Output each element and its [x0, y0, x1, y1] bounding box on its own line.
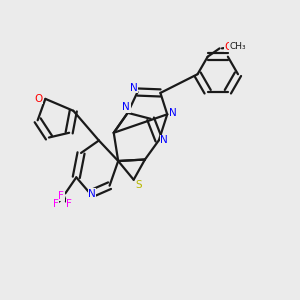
- Text: CH₃: CH₃: [230, 42, 246, 51]
- Text: N: N: [169, 108, 177, 118]
- Text: O: O: [35, 94, 43, 104]
- Text: F: F: [52, 199, 59, 209]
- Text: N: N: [88, 189, 96, 199]
- Text: O: O: [224, 42, 232, 52]
- Text: N: N: [130, 82, 138, 93]
- Text: N: N: [160, 135, 168, 145]
- Text: S: S: [135, 180, 142, 190]
- Text: F: F: [58, 191, 64, 201]
- Text: N: N: [122, 103, 130, 112]
- Text: F: F: [66, 199, 72, 209]
